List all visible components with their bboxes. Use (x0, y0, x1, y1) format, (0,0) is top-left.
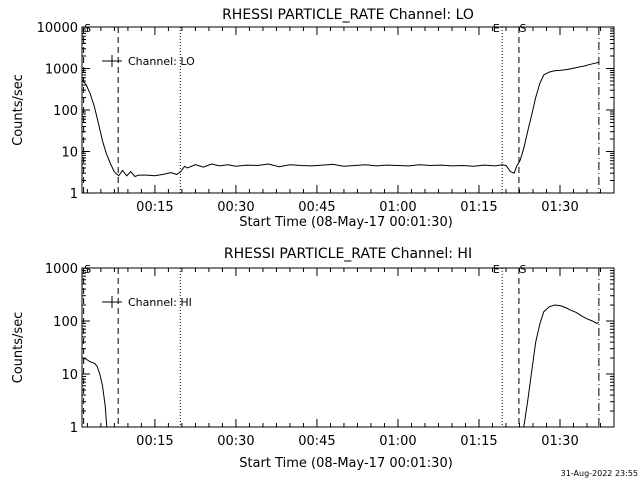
y-tick-label: 1 (70, 421, 78, 436)
x-tick-label: 00:45 (298, 434, 335, 449)
x-tick-label: 01:00 (379, 200, 416, 215)
series-line (81, 357, 108, 428)
y-axis-label: Counts/sec (11, 312, 26, 384)
footer-timestamp: 31-Aug-2022 23:55 (560, 469, 638, 478)
x-tick-label: 01:30 (541, 200, 578, 215)
y-tick-label: 1000 (45, 262, 78, 277)
y-tick-label: 10 (61, 146, 78, 161)
y-tick-label: 100 (53, 315, 78, 330)
event-marker-label: S (84, 22, 91, 35)
x-tick-label: 01:15 (460, 434, 497, 449)
x-tick-label: 00:45 (298, 200, 335, 215)
y-tick-label: 1000 (45, 63, 78, 78)
event-marker-label: S (519, 263, 526, 276)
event-marker-label: E (493, 22, 500, 35)
y-tick-label: 10 (61, 368, 78, 383)
event-marker-label: S (519, 22, 526, 35)
x-tick-label: 01:30 (541, 434, 578, 449)
x-tick-label: 00:15 (136, 200, 173, 215)
plot-frame (81, 267, 615, 428)
legend-label: Channel: LO (128, 55, 195, 68)
y-tick-label: 1 (70, 187, 78, 202)
chart-title: RHESSI PARTICLE_RATE Channel: LO (222, 7, 474, 23)
x-tick-label: 01:00 (379, 434, 416, 449)
x-tick-label: 00:30 (217, 434, 254, 449)
x-axis-label: Start Time (08-May-17 00:01:30) (239, 456, 453, 471)
x-tick-label: 00:30 (217, 200, 254, 215)
event-marker-label: E (493, 263, 500, 276)
event-marker-label: S (84, 263, 91, 276)
y-tick-label: 100 (53, 104, 78, 119)
y-axis-label: Counts/sec (11, 74, 26, 146)
x-tick-label: 01:15 (460, 200, 497, 215)
x-axis-label: Start Time (08-May-17 00:01:30) (239, 215, 453, 230)
x-tick-label: 00:15 (136, 434, 173, 449)
plot-frame (81, 26, 615, 194)
chart-title: RHESSI PARTICLE_RATE Channel: HI (224, 246, 472, 262)
series-line (523, 304, 600, 428)
legend-label: Channel: HI (128, 296, 192, 309)
y-tick-label: 10000 (37, 21, 78, 36)
series-line (81, 61, 600, 178)
